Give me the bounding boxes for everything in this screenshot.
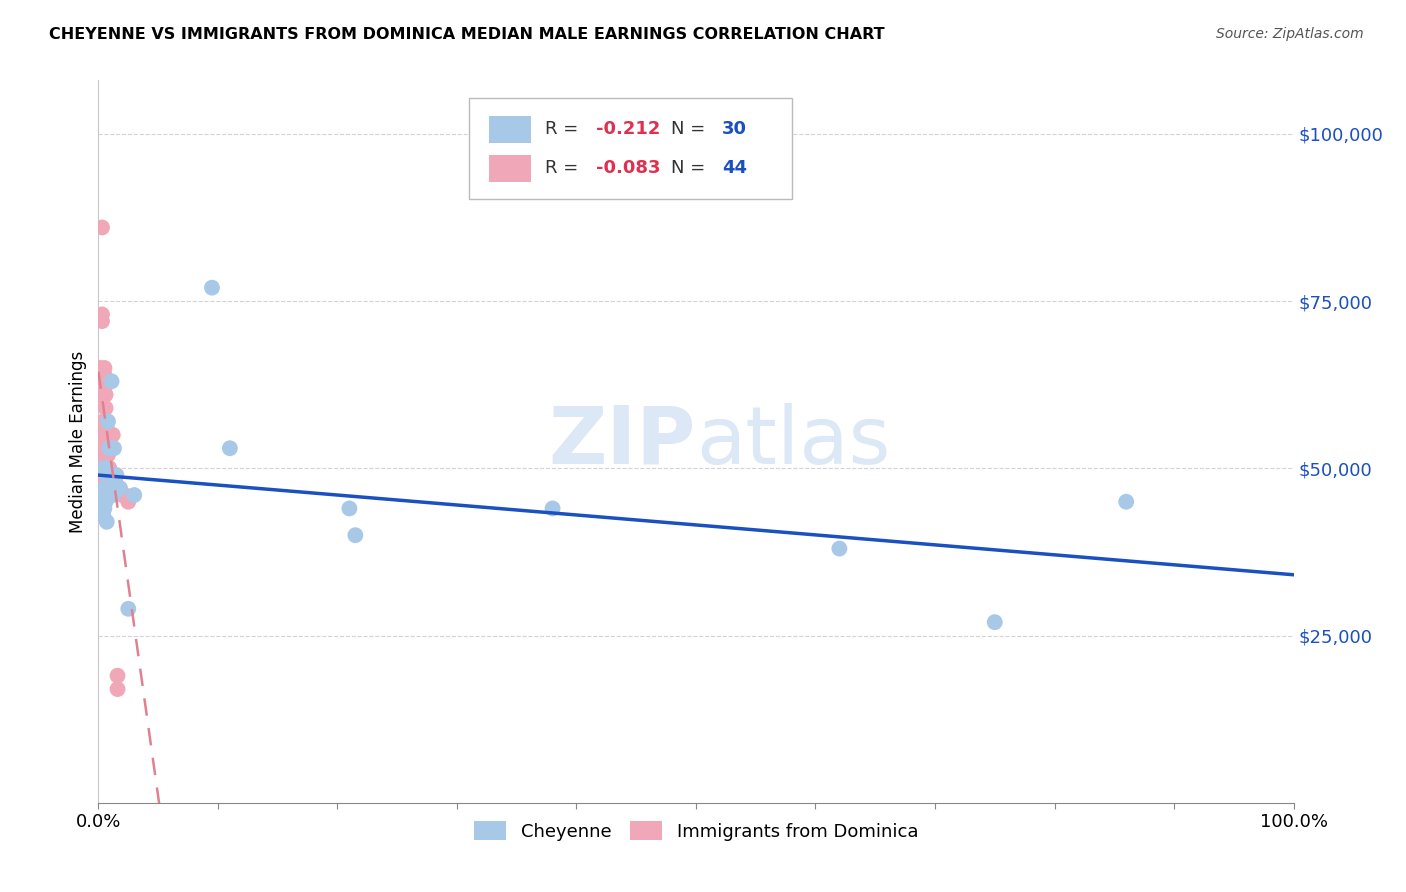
Point — [111, 488, 134, 502]
Point — [101, 427, 124, 442]
Point — [96, 414, 118, 428]
Point — [91, 475, 114, 489]
Point — [90, 381, 112, 395]
Point — [91, 461, 114, 475]
Point — [98, 441, 122, 455]
Text: -0.212: -0.212 — [596, 120, 659, 138]
Text: CHEYENNE VS IMMIGRANTS FROM DOMINICA MEDIAN MALE EARNINGS CORRELATION CHART: CHEYENNE VS IMMIGRANTS FROM DOMINICA MED… — [49, 27, 884, 42]
Point — [90, 375, 112, 389]
Point — [91, 448, 114, 462]
Legend: Cheyenne, Immigrants from Dominica: Cheyenne, Immigrants from Dominica — [467, 814, 925, 848]
Text: Source: ZipAtlas.com: Source: ZipAtlas.com — [1216, 27, 1364, 41]
Point — [91, 461, 114, 475]
Point — [117, 494, 139, 508]
Bar — [489, 116, 531, 143]
Point — [94, 375, 117, 389]
Point — [96, 515, 118, 529]
Point — [219, 441, 242, 455]
Point — [96, 434, 118, 449]
Point — [89, 361, 111, 376]
Point — [93, 361, 115, 376]
Point — [91, 508, 114, 523]
Point — [91, 461, 114, 475]
Point — [90, 494, 112, 508]
FancyBboxPatch shape — [470, 98, 792, 200]
Point — [91, 421, 114, 435]
Point — [90, 394, 112, 409]
Text: -0.083: -0.083 — [596, 160, 659, 178]
Point — [114, 488, 136, 502]
Point — [97, 461, 120, 475]
Point — [98, 461, 121, 475]
Point — [91, 220, 114, 235]
Point — [105, 467, 128, 482]
Text: N =: N = — [671, 120, 711, 138]
Point — [98, 461, 121, 475]
Point — [97, 441, 120, 455]
Point — [984, 615, 1007, 630]
Point — [103, 441, 125, 455]
Point — [98, 467, 122, 482]
Point — [96, 467, 118, 482]
Point — [339, 501, 361, 516]
Point — [91, 414, 114, 428]
Point — [541, 501, 564, 516]
Text: atlas: atlas — [696, 402, 890, 481]
Point — [91, 488, 114, 502]
Text: ZIP: ZIP — [548, 402, 696, 481]
Bar — [489, 154, 531, 182]
Point — [344, 528, 367, 542]
Point — [107, 482, 129, 496]
Point — [98, 475, 122, 489]
Point — [94, 401, 117, 416]
Point — [94, 461, 117, 475]
Point — [201, 281, 224, 295]
Point — [93, 482, 115, 496]
Point — [89, 381, 111, 395]
Point — [97, 448, 120, 462]
Point — [107, 669, 129, 683]
Point — [93, 381, 115, 395]
Point — [91, 314, 114, 328]
Point — [98, 482, 121, 496]
Point — [100, 482, 122, 496]
Point — [101, 488, 124, 502]
Point — [828, 541, 851, 556]
Point — [97, 488, 120, 502]
Point — [97, 414, 120, 428]
Point — [94, 387, 117, 401]
Point — [100, 375, 122, 389]
Text: N =: N = — [671, 160, 711, 178]
Point — [124, 488, 146, 502]
Point — [108, 482, 131, 496]
Point — [91, 434, 114, 449]
Text: 44: 44 — [723, 160, 747, 178]
Point — [117, 602, 139, 616]
Point — [93, 368, 115, 382]
Y-axis label: Median Male Earnings: Median Male Earnings — [69, 351, 87, 533]
Point — [96, 421, 118, 435]
Point — [105, 482, 128, 496]
Point — [93, 501, 115, 516]
Text: R =: R = — [546, 160, 585, 178]
Point — [108, 482, 131, 496]
Point — [98, 441, 121, 455]
Text: 30: 30 — [723, 120, 747, 138]
Point — [1115, 494, 1137, 508]
Point — [94, 494, 117, 508]
Text: R =: R = — [546, 120, 585, 138]
Point — [103, 475, 125, 489]
Point — [91, 368, 114, 382]
Point — [104, 475, 127, 489]
Point — [107, 681, 129, 696]
Point — [91, 307, 114, 321]
